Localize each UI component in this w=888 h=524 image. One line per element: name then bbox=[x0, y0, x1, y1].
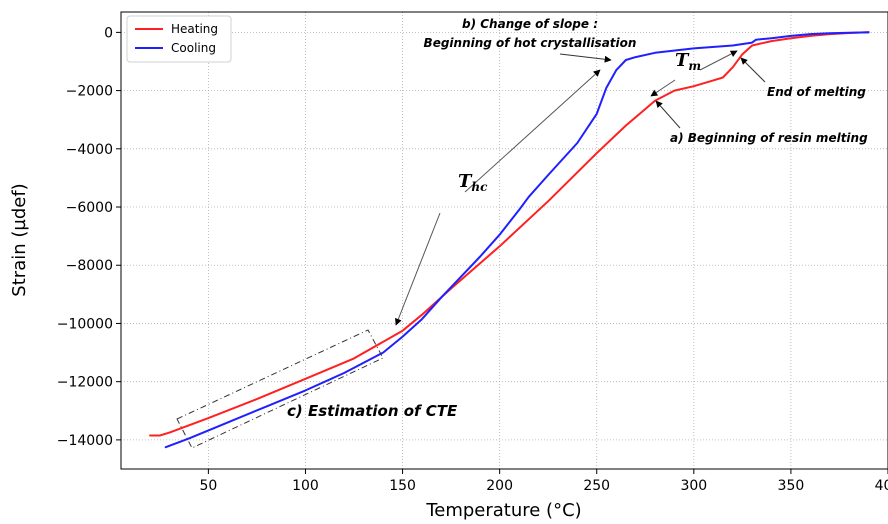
tm-label-main: T bbox=[675, 50, 690, 71]
slope-arrow bbox=[559, 53, 612, 63]
x-tick-label: 100 bbox=[292, 478, 319, 494]
annotation-end-melting: End of melting bbox=[767, 85, 866, 99]
tm-label: Tm bbox=[675, 50, 701, 73]
legend-cooling-label: Cooling bbox=[171, 41, 216, 55]
thc-arrow-down bbox=[395, 212, 441, 326]
x-axis-label: Temperature (°C) bbox=[425, 500, 581, 521]
thc-arrow-up bbox=[464, 69, 601, 193]
annotation-cte: c) Estimation of CTE bbox=[287, 402, 458, 420]
tm-label-sub: m bbox=[688, 59, 701, 73]
tm-arrow-right bbox=[699, 50, 738, 71]
x-axis-ticks: 50 100 150 200 250 300 350 400 bbox=[199, 469, 888, 494]
legend-box bbox=[126, 15, 232, 63]
resin-melting-arrow bbox=[655, 100, 681, 129]
thc-label: Thc bbox=[458, 171, 488, 194]
annotation-change-slope-line1: b) Change of slope : bbox=[462, 17, 598, 31]
plot-area bbox=[149, 31, 870, 449]
legend-heating-label: Heating bbox=[171, 22, 218, 36]
x-tick-label: 350 bbox=[778, 478, 805, 494]
y-axis-ticks: 0 −2000 −4000 −6000 −8000 −10000 −12000 −14000 bbox=[57, 25, 121, 449]
x-tick-label: 250 bbox=[583, 478, 610, 494]
thc-label-sub: hc bbox=[471, 180, 488, 194]
cte-dashed-box bbox=[176, 329, 384, 449]
legend: Heating Cooling bbox=[126, 15, 232, 63]
y-tick-label: −6000 bbox=[66, 200, 113, 216]
annotations: b) Change of slope : Beginning of hot cr… bbox=[176, 17, 868, 449]
x-tick-label: 150 bbox=[389, 478, 416, 494]
x-tick-label: 200 bbox=[486, 478, 513, 494]
x-tick-label: 400 bbox=[875, 478, 888, 494]
thc-label-main: T bbox=[458, 171, 473, 192]
y-axis-label: Strain (µdef) bbox=[9, 183, 30, 296]
y-tick-label: −12000 bbox=[57, 375, 113, 391]
x-tick-label: 50 bbox=[199, 478, 217, 494]
y-tick-label: −10000 bbox=[57, 316, 113, 332]
cooling-series-line bbox=[164, 31, 870, 449]
y-tick-label: 0 bbox=[104, 25, 113, 41]
end-melting-arrow bbox=[740, 57, 766, 83]
annotation-resin-melting: a) Beginning of resin melting bbox=[670, 131, 868, 145]
plot-frame bbox=[120, 11, 888, 470]
y-tick-label: −8000 bbox=[66, 258, 113, 274]
x-tick-label: 300 bbox=[680, 478, 707, 494]
annotation-change-slope-line2: Beginning of hot crystallisation bbox=[424, 36, 637, 50]
tm-arrow-left bbox=[650, 79, 676, 97]
y-tick-label: −14000 bbox=[57, 433, 113, 449]
y-tick-label: −4000 bbox=[66, 142, 113, 158]
y-tick-label: −2000 bbox=[66, 84, 113, 100]
grid-lines bbox=[121, 12, 888, 469]
heating-series-line bbox=[149, 31, 870, 437]
